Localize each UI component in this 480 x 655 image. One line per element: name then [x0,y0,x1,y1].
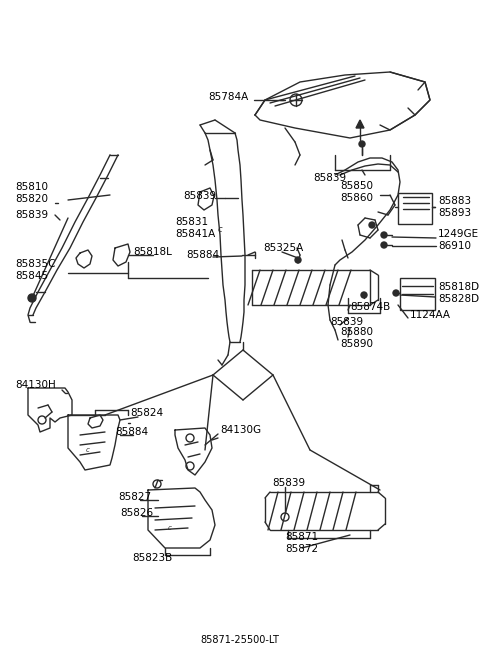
Text: 85874B: 85874B [350,302,390,312]
Text: 85871-25500-LT: 85871-25500-LT [201,635,279,645]
Text: 85884: 85884 [186,250,219,260]
Circle shape [369,222,375,228]
Text: 84130G: 84130G [220,425,261,435]
Circle shape [381,242,387,248]
Bar [398,193,432,224]
Circle shape [361,292,367,298]
Text: 85831
85841A: 85831 85841A [175,217,215,239]
Circle shape [359,141,365,147]
Text: 85880
85890: 85880 85890 [340,327,373,349]
Text: 85850
85860: 85850 85860 [340,181,373,203]
Circle shape [28,294,36,302]
Text: c: c [86,447,90,453]
Text: 85835C
85845: 85835C 85845 [15,259,56,281]
Text: c: c [218,225,222,234]
Text: 1124AA: 1124AA [410,310,451,320]
Text: 85823B: 85823B [132,553,172,563]
Text: 85839: 85839 [183,191,216,201]
Text: 85839: 85839 [313,173,347,183]
Circle shape [295,257,301,263]
Text: 85839: 85839 [330,317,363,327]
Text: 85826: 85826 [120,508,153,518]
Polygon shape [356,120,364,128]
Text: 85839: 85839 [15,210,48,220]
Text: 85839: 85839 [272,478,305,488]
Text: 85884: 85884 [115,427,148,437]
Text: 85824: 85824 [130,408,163,418]
Text: 85818D
85828D: 85818D 85828D [438,282,479,304]
Text: 85810
85820: 85810 85820 [15,182,48,204]
Text: c: c [168,525,172,531]
Text: 85784A: 85784A [208,92,248,102]
Text: 85818L: 85818L [133,247,172,257]
Text: 85883
85893: 85883 85893 [438,196,471,218]
Circle shape [393,290,399,296]
Bar [400,278,435,310]
Circle shape [381,232,387,238]
Text: 85325A: 85325A [263,243,303,253]
Text: 85827: 85827 [118,492,151,502]
Text: 1249GE
86910: 1249GE 86910 [438,229,479,252]
Text: 84130H: 84130H [15,380,56,390]
Text: 85871
85872: 85871 85872 [285,532,318,554]
